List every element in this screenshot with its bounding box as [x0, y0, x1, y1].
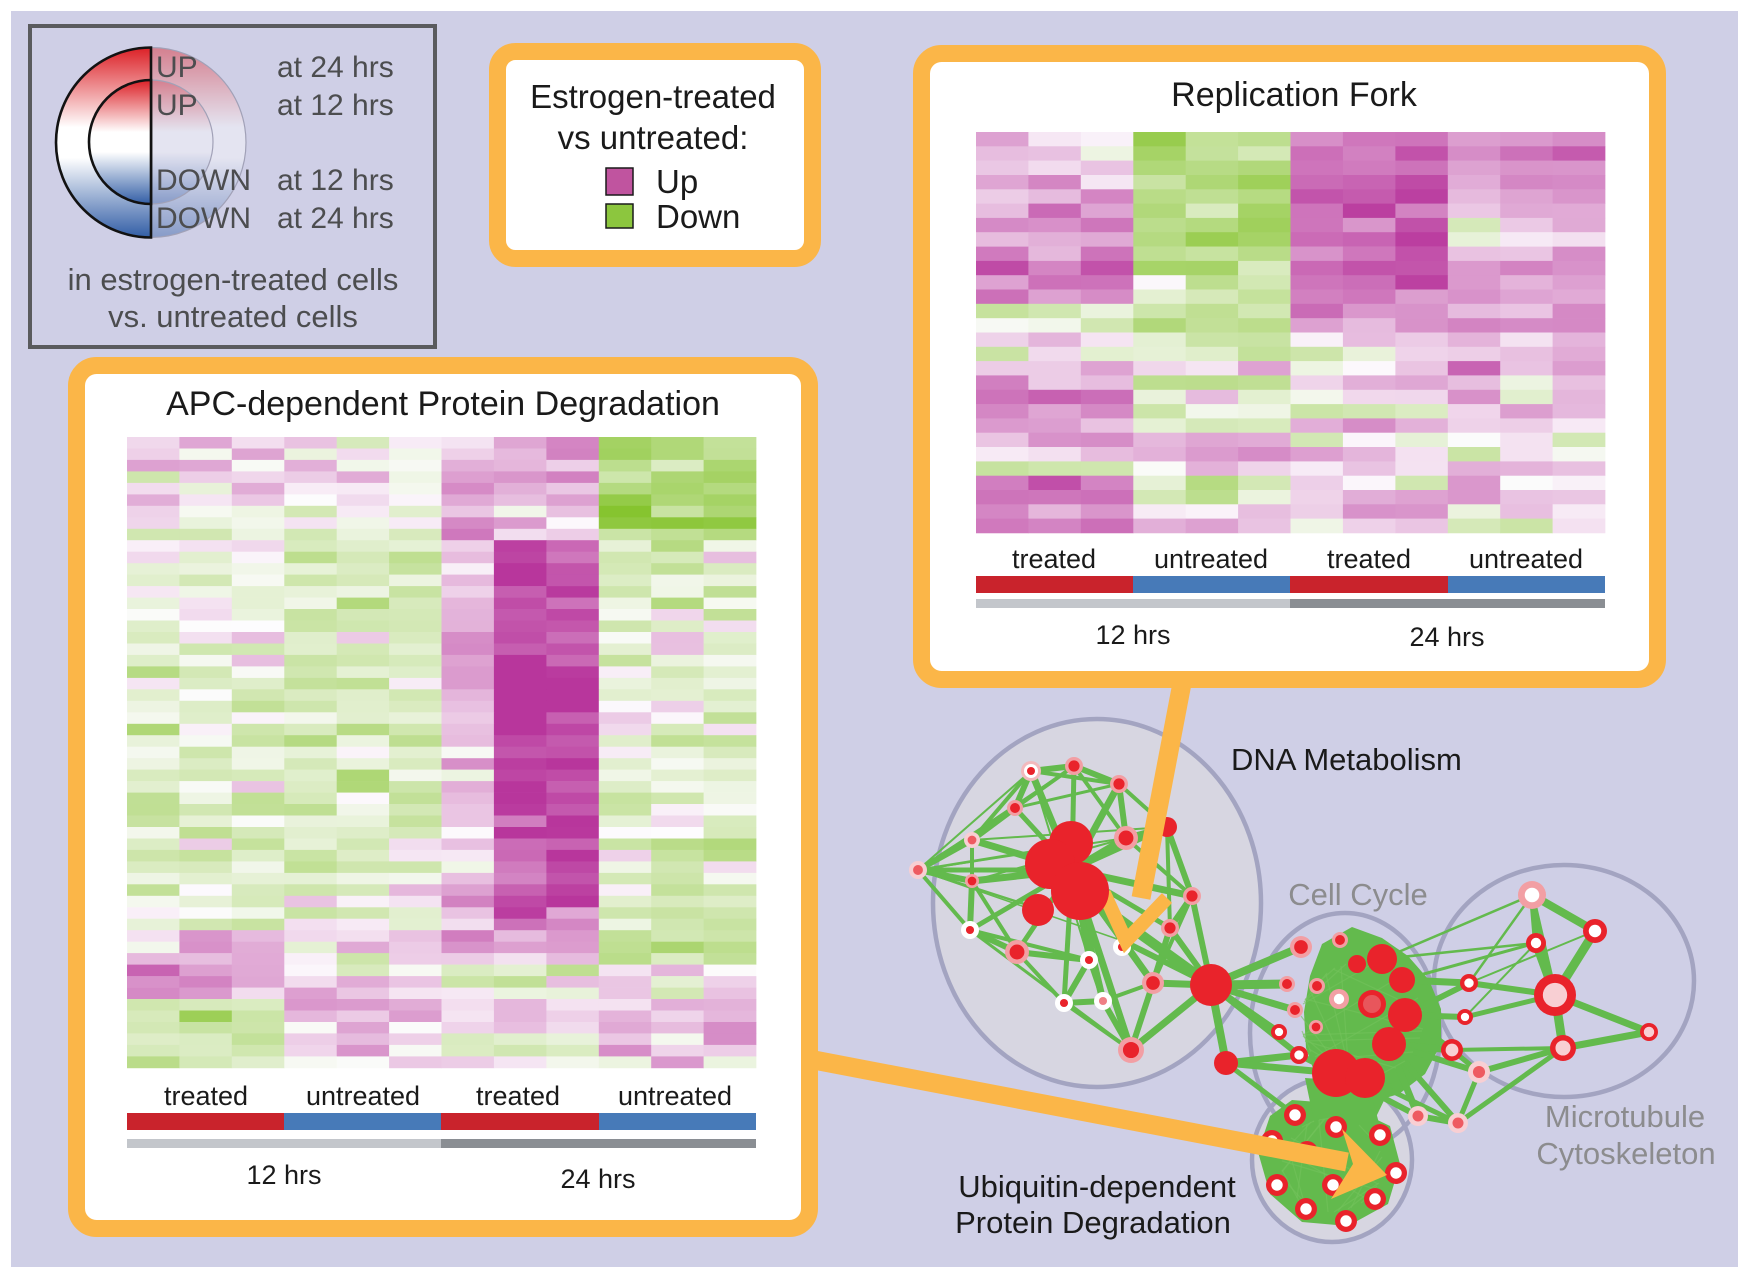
svg-text:Cytoskeleton: Cytoskeleton	[1536, 1136, 1715, 1171]
svg-text:treated: treated	[1327, 544, 1411, 574]
svg-text:at 12 hrs: at 12 hrs	[277, 89, 394, 122]
svg-text:treated: treated	[164, 1081, 248, 1111]
svg-text:at 24 hrs: at 24 hrs	[277, 202, 394, 235]
svg-text:Protein Degradation: Protein Degradation	[955, 1205, 1231, 1240]
svg-text:Microtubule: Microtubule	[1545, 1099, 1705, 1134]
svg-text:untreated: untreated	[1154, 544, 1268, 574]
svg-text:untreated: untreated	[306, 1081, 420, 1111]
svg-text:vs. untreated cells: vs. untreated cells	[108, 299, 358, 334]
svg-text:untreated: untreated	[1469, 544, 1583, 574]
svg-text:DOWN: DOWN	[156, 164, 251, 197]
svg-text:in estrogen-treated cells: in estrogen-treated cells	[68, 262, 399, 297]
svg-text:treated: treated	[476, 1081, 560, 1111]
svg-text:24 hrs: 24 hrs	[560, 1164, 635, 1194]
svg-text:Up: Up	[656, 163, 698, 200]
svg-text:Cell Cycle: Cell Cycle	[1288, 877, 1428, 912]
svg-text:12 hrs: 12 hrs	[1095, 620, 1170, 650]
svg-text:untreated: untreated	[618, 1081, 732, 1111]
svg-text:at 12 hrs: at 12 hrs	[277, 164, 394, 197]
svg-text:DOWN: DOWN	[156, 202, 251, 235]
svg-text:treated: treated	[1012, 544, 1096, 574]
svg-text:Down: Down	[656, 198, 740, 235]
svg-text:Replication Fork: Replication Fork	[1171, 76, 1418, 114]
svg-text:Estrogen-treated: Estrogen-treated	[530, 78, 776, 115]
svg-text:24 hrs: 24 hrs	[1409, 622, 1484, 652]
svg-text:APC-dependent Protein Degradat: APC-dependent Protein Degradation	[166, 385, 720, 423]
svg-text:vs untreated:: vs untreated:	[558, 119, 749, 156]
svg-text:at 24 hrs: at 24 hrs	[277, 51, 394, 84]
svg-text:DNA Metabolism: DNA Metabolism	[1231, 742, 1462, 777]
svg-text:12 hrs: 12 hrs	[246, 1160, 321, 1190]
svg-text:Ubiquitin-dependent: Ubiquitin-dependent	[958, 1169, 1236, 1204]
svg-text:UP: UP	[156, 89, 198, 122]
svg-text:UP: UP	[156, 51, 198, 84]
